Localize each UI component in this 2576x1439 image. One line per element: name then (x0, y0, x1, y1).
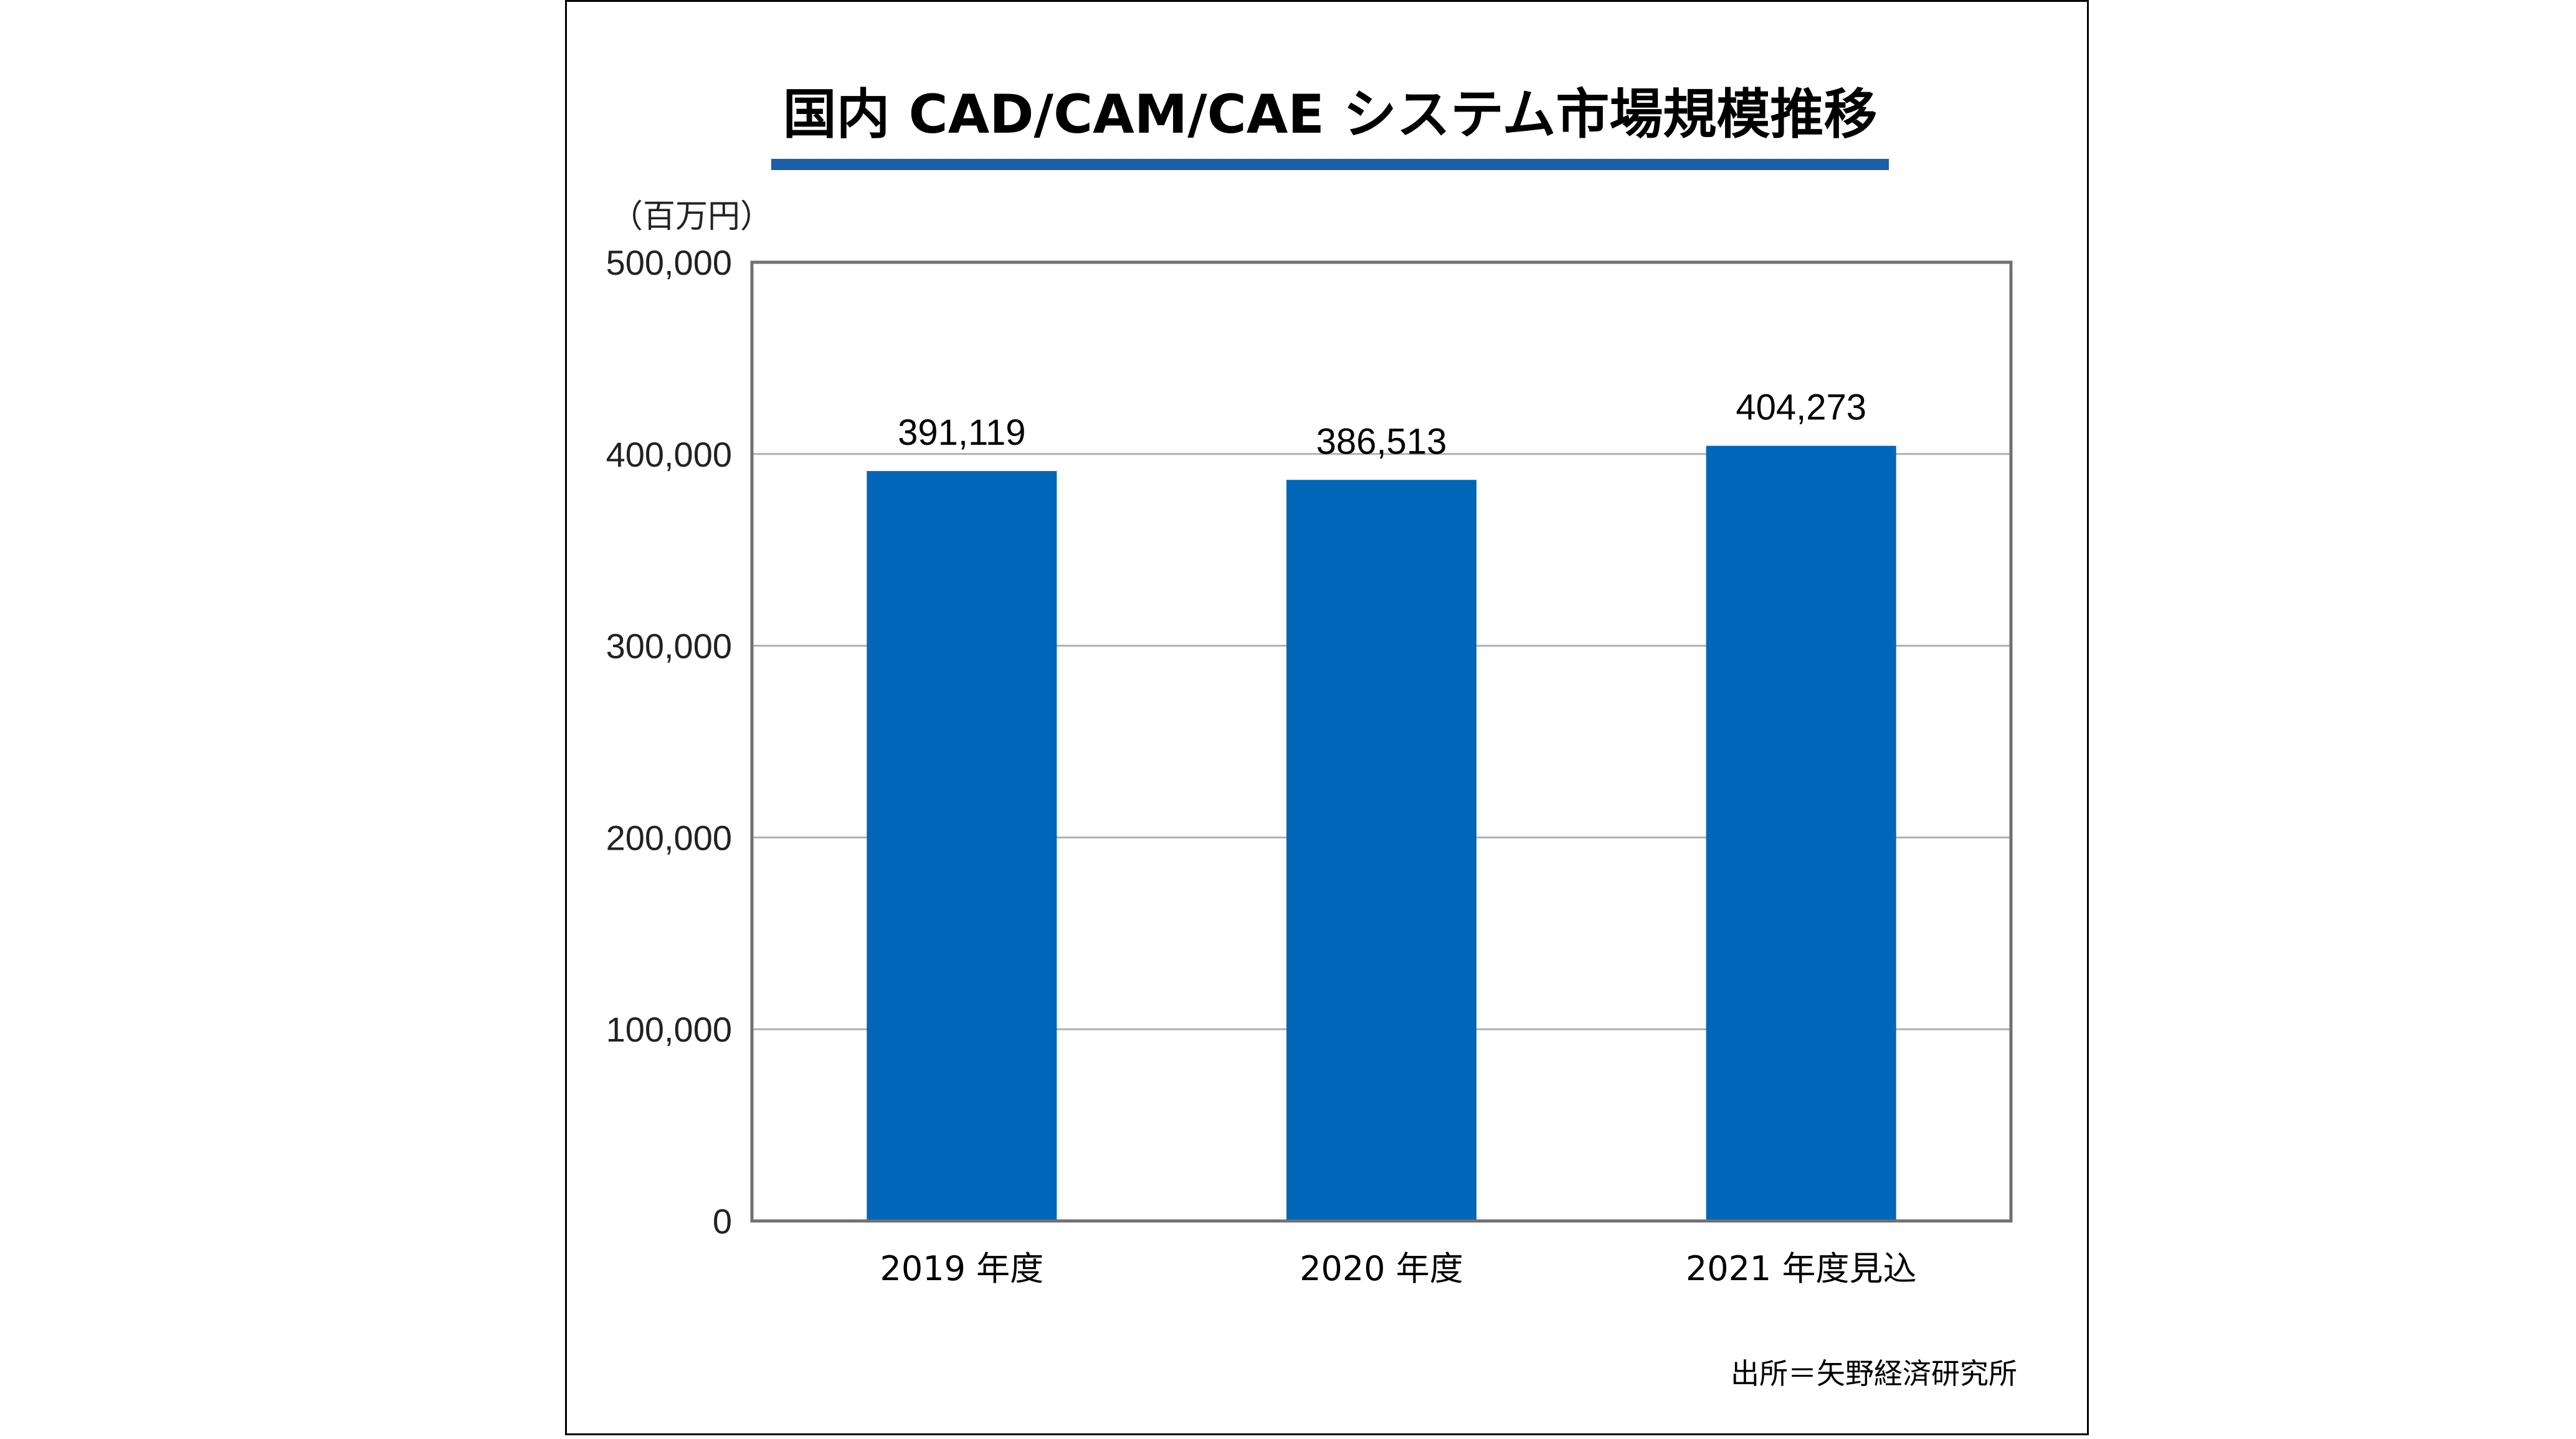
x-category-label: 2019 年度 (880, 1249, 1044, 1288)
bar (1286, 480, 1476, 1221)
y-axis-ticks: 0 100,000 200,000 300,000 400,000 500,000 (606, 243, 732, 1241)
y-tick-label: 200,000 (606, 818, 732, 857)
bar (1706, 445, 1896, 1221)
bar-value-label: 391,119 (898, 412, 1025, 453)
source-note: 出所＝矢野経済研究所 (1731, 1357, 2017, 1390)
bar-value-label: 386,513 (1316, 421, 1447, 462)
x-axis-labels: 2019 年度 2020 年度 2021 年度見込 (880, 1249, 1917, 1288)
bar-chart: 国内 CAD/CAM/CAE システム市場規模推移 （百万円） 0 100,000… (606, 83, 2017, 1390)
x-category-label: 2020 年度 (1300, 1249, 1463, 1288)
y-tick-label: 400,000 (606, 435, 732, 474)
y-tick-label: 100,000 (606, 1010, 732, 1049)
x-category-label: 2021 年度見込 (1686, 1249, 1917, 1288)
value-labels: 391,119 386,513 404,273 (898, 387, 1866, 462)
bar-value-label: 404,273 (1736, 387, 1866, 428)
plot-area-border (750, 260, 2013, 1223)
y-tick-label: 300,000 (606, 627, 732, 666)
y-tick-label: 500,000 (606, 243, 732, 282)
y-tick-label: 0 (713, 1202, 732, 1241)
bars (867, 445, 1896, 1221)
chart-frame: 国内 CAD/CAM/CAE システム市場規模推移 （百万円） 0 100,000… (565, 0, 2089, 1435)
chart-title: 国内 CAD/CAM/CAE システム市場規模推移 (783, 83, 1878, 146)
y-axis-unit-label: （百万円） (611, 198, 772, 235)
title-underline (771, 159, 1889, 170)
bar (867, 471, 1057, 1221)
